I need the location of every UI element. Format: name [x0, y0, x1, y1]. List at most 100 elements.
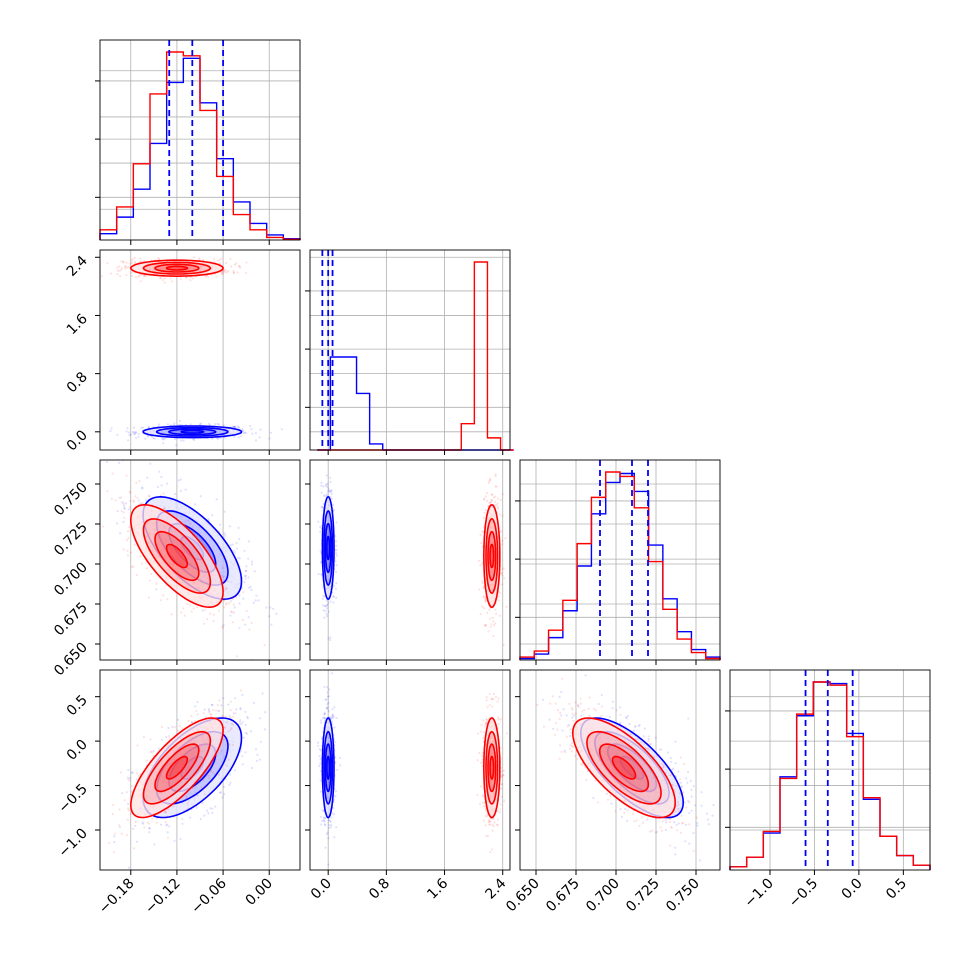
scatter-point [219, 523, 222, 526]
scatter-point [320, 721, 323, 724]
scatter-point [113, 835, 116, 838]
scatter-point [335, 554, 338, 557]
scatter-point [161, 279, 165, 282]
scatter-point [223, 436, 226, 439]
scatter-point [177, 718, 180, 721]
scatter-point [194, 503, 197, 506]
scatter-point [238, 594, 241, 597]
y-tick-label: 0.0 [64, 737, 91, 764]
scatter-point [493, 624, 496, 627]
scatter-point [488, 608, 491, 612]
contour-line-red [154, 530, 200, 582]
scatter-point [329, 490, 332, 493]
scatter-point [238, 602, 241, 605]
scatter-point [137, 275, 140, 278]
scatter-point [229, 600, 232, 603]
scatter-point [126, 818, 129, 821]
scatter-point [118, 496, 121, 499]
scatter-point [484, 600, 487, 603]
scatter-point [231, 598, 234, 601]
scatter-point [162, 442, 165, 445]
scatter-point [331, 812, 334, 815]
scatter-point [488, 479, 491, 483]
scatter-point [127, 768, 130, 772]
scatter-point [200, 539, 204, 542]
scatter-point [232, 271, 236, 274]
scatter-point [120, 260, 123, 263]
scatter-point [191, 528, 194, 531]
scatter-point [140, 426, 143, 429]
panel-border [99, 459, 301, 661]
scatter-point [495, 485, 498, 488]
scatter-point [326, 604, 329, 607]
scatter-point [490, 498, 493, 501]
scatter-point [106, 460, 109, 463]
scatter-point [168, 737, 171, 740]
scatter-point [238, 537, 241, 541]
scatter-point [122, 261, 125, 264]
scatter-point [331, 708, 334, 711]
scatter-point [145, 567, 149, 570]
scatter-point [128, 490, 131, 493]
contour-fill-red [143, 518, 211, 594]
scatter-point [321, 717, 325, 720]
scatter-point [246, 717, 249, 720]
scatter-point [479, 613, 482, 616]
scatter-point [242, 736, 246, 739]
scatter-point [482, 596, 485, 599]
scatter-point [133, 256, 136, 259]
scatter-point [239, 719, 242, 722]
scatter-point [232, 425, 235, 428]
scatter-point [240, 723, 243, 726]
scatter-point [250, 560, 253, 563]
scatter-point [477, 559, 481, 563]
scatter-point [320, 484, 323, 487]
scatter-point [232, 603, 235, 606]
scatter-point [186, 807, 189, 810]
y-tick-label: 0.675 [51, 600, 91, 640]
scatter-panel-1-0: 0.00.81.62.4 [64, 249, 301, 455]
scatter-point [189, 603, 192, 606]
scatter-point [128, 525, 131, 529]
scatter-point [221, 714, 224, 718]
scatter-point [240, 435, 243, 438]
scatter-point [140, 260, 143, 263]
scatter-point [191, 277, 195, 280]
scatter-point [494, 473, 497, 476]
scatter-point [136, 496, 139, 499]
scatter-point [326, 607, 329, 610]
scatter-point [335, 570, 338, 574]
scatter-point [222, 272, 225, 275]
scatter-point [121, 501, 124, 504]
scatter-point [162, 507, 166, 510]
scatter-point [179, 278, 182, 281]
scatter-point [130, 785, 133, 788]
scatter-point [332, 508, 335, 511]
scatter-point [127, 530, 130, 533]
scatter-point [199, 817, 202, 821]
scatter-point [181, 818, 184, 821]
scatter-point [330, 720, 333, 723]
scatter-point [174, 492, 177, 495]
scatter-point [114, 832, 117, 835]
scatter-point [332, 601, 335, 604]
scatter-point [228, 783, 231, 787]
scatter-point [211, 437, 214, 440]
scatter-point [494, 622, 497, 625]
scatter-point [227, 703, 230, 706]
scatter-point [333, 706, 336, 709]
scatter-point [193, 438, 196, 441]
scatter-point [157, 258, 160, 261]
scatter-point [482, 586, 485, 589]
scatter-point [479, 564, 482, 567]
scatter-point [190, 715, 193, 718]
scatter-point [323, 713, 326, 716]
scatter-point [137, 435, 140, 438]
scatter-point [212, 619, 215, 623]
scatter-point [221, 625, 224, 628]
scatter-point [189, 279, 192, 282]
scatter-point [232, 712, 235, 715]
scatter-point [186, 603, 189, 606]
scatter-point [123, 516, 126, 520]
scatter-point [326, 706, 329, 709]
